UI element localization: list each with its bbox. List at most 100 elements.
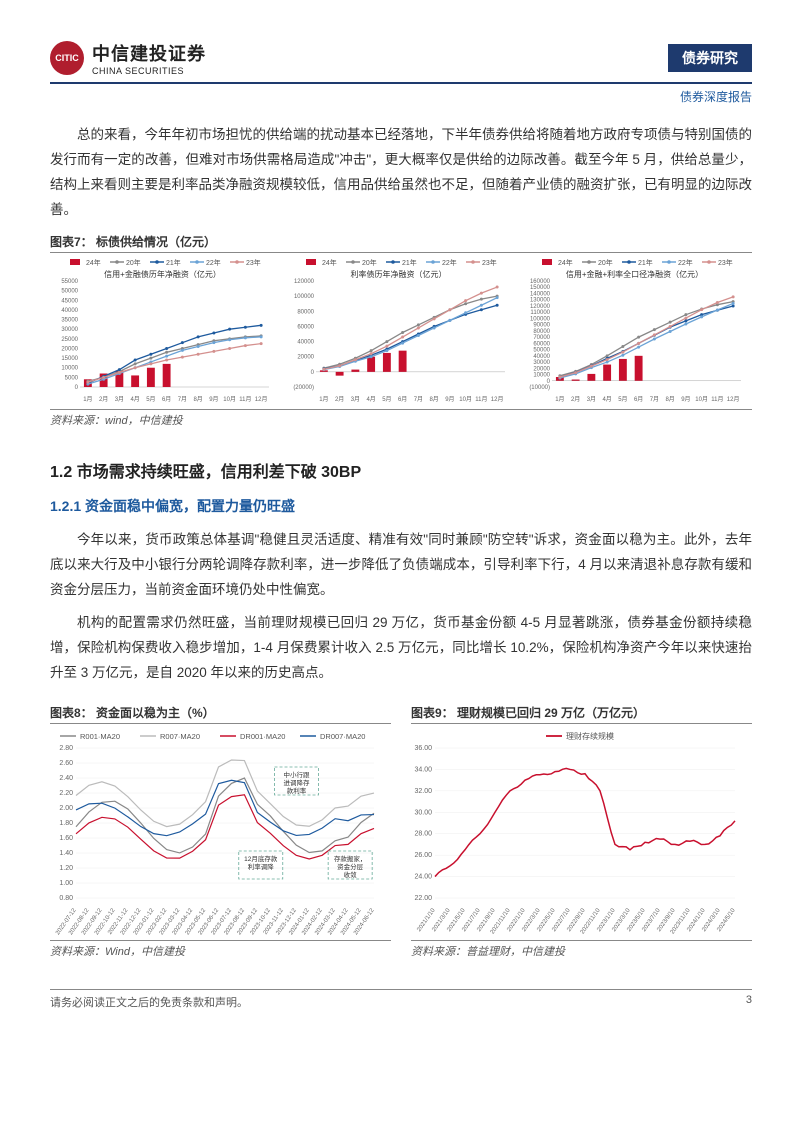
svg-text:32.00: 32.00 (414, 788, 432, 795)
svg-text:30000: 30000 (61, 327, 78, 333)
svg-text:24年: 24年 (558, 258, 573, 267)
svg-text:11月: 11月 (239, 396, 251, 403)
chart8: R001·MA20R007·MA20DR001·MA20DR007·MA200.… (50, 728, 391, 938)
svg-text:3月: 3月 (115, 396, 124, 403)
svg-text:1.80: 1.80 (59, 820, 73, 827)
svg-text:5月: 5月 (618, 396, 627, 403)
svg-text:30000: 30000 (533, 360, 550, 366)
svg-text:4月: 4月 (130, 396, 139, 403)
svg-text:DR001·MA20: DR001·MA20 (240, 732, 285, 741)
svg-text:8月: 8月 (665, 396, 674, 403)
svg-text:9月: 9月 (445, 396, 454, 403)
svg-text:10月: 10月 (459, 396, 472, 403)
svg-text:信用+金融债历年净融资（亿元）: 信用+金融债历年净融资（亿元） (104, 269, 221, 279)
svg-text:100000: 100000 (530, 316, 551, 322)
svg-text:5月: 5月 (146, 396, 155, 403)
svg-text:利率债历年净融资（亿元）: 利率债历年净融资（亿元） (351, 269, 447, 279)
svg-text:40000: 40000 (61, 308, 78, 314)
svg-text:1月: 1月 (319, 396, 328, 403)
svg-text:1.40: 1.40 (59, 850, 73, 857)
svg-text:理财存续规模: 理财存续规模 (566, 731, 614, 741)
svg-text:11月: 11月 (711, 396, 723, 403)
svg-text:款利率: 款利率 (287, 786, 307, 795)
logo-block: CITIC 中信建投证券 CHINA SECURITIES (50, 40, 206, 76)
svg-text:20000: 20000 (533, 366, 550, 372)
svg-text:0: 0 (311, 370, 315, 376)
svg-text:4月: 4月 (366, 396, 375, 403)
svg-text:35000: 35000 (61, 317, 78, 323)
svg-text:0: 0 (547, 379, 551, 385)
svg-text:1.00: 1.00 (59, 880, 73, 887)
chart7-panel1: 24年20年21年22年23年信用+金融债历年净融资（亿元）0500010000… (50, 257, 280, 407)
svg-text:信用+金融+利率全口径净融资（亿元）: 信用+金融+利率全口径净融资（亿元） (566, 269, 703, 279)
chart7-panel3: 24年20年21年22年23年信用+金融+利率全口径净融资（亿元）(10000)… (522, 257, 752, 407)
chart9: 理财存续规模22.0024.0026.0028.0030.0032.0034.0… (411, 728, 752, 938)
svg-text:R007·MA20: R007·MA20 (160, 732, 200, 741)
svg-text:120000: 120000 (294, 279, 315, 285)
svg-text:50000: 50000 (533, 347, 550, 353)
svg-text:进调降存: 进调降存 (284, 778, 311, 787)
svg-text:50000: 50000 (61, 289, 78, 295)
svg-text:收敛: 收敛 (344, 870, 358, 879)
svg-text:中小行跟: 中小行跟 (284, 770, 311, 779)
svg-text:10000: 10000 (533, 372, 550, 378)
svg-text:3月: 3月 (587, 396, 596, 403)
logo-icon: CITIC (50, 41, 84, 75)
svg-text:9月: 9月 (681, 396, 690, 403)
svg-text:DR007·MA20: DR007·MA20 (320, 732, 365, 741)
page-header: CITIC 中信建投证券 CHINA SECURITIES 债券研究 (50, 40, 752, 84)
chart8-caption: 图表8： 资金面以稳为主（%） (50, 704, 391, 724)
svg-text:2.20: 2.20 (59, 790, 73, 797)
svg-text:11月: 11月 (475, 396, 487, 403)
svg-text:24年: 24年 (322, 258, 337, 267)
svg-text:20年: 20年 (126, 258, 141, 267)
svg-text:3月: 3月 (351, 396, 360, 403)
svg-text:23年: 23年 (718, 258, 733, 267)
svg-text:110000: 110000 (530, 310, 550, 316)
svg-text:140000: 140000 (530, 291, 551, 297)
svg-text:22.00: 22.00 (414, 895, 432, 902)
svg-text:80000: 80000 (297, 309, 314, 315)
svg-text:7月: 7月 (650, 396, 659, 403)
page-footer: 请务必阅读正文之后的免责条款和声明。 3 (50, 989, 752, 1010)
chart9-caption: 图表9： 理财规模已回归 29 万亿（万亿元） (411, 704, 752, 724)
svg-text:6月: 6月 (634, 396, 643, 403)
svg-text:存款搬家，: 存款搬家， (334, 854, 367, 863)
page-number: 3 (746, 994, 752, 1010)
svg-text:22年: 22年 (206, 258, 221, 267)
svg-text:12月: 12月 (255, 396, 268, 403)
svg-text:利率调降: 利率调降 (248, 862, 275, 871)
svg-text:2月: 2月 (571, 396, 580, 403)
svg-text:10月: 10月 (223, 396, 236, 403)
svg-text:45000: 45000 (61, 298, 78, 304)
svg-text:7月: 7月 (178, 396, 187, 403)
chart8-9-row: 图表8： 资金面以稳为主（%） R001·MA20R007·MA20DR001·… (50, 694, 752, 959)
section-1-2-1-heading: 1.2.1 资金面稳中偏宽，配置力量仍旺盛 (50, 496, 752, 516)
chart7-panels: 24年20年21年22年23年信用+金融债历年净融资（亿元）0500010000… (50, 257, 752, 407)
svg-text:10000: 10000 (61, 366, 78, 372)
svg-text:2.60: 2.60 (59, 760, 73, 767)
svg-text:资金分层: 资金分层 (337, 862, 364, 871)
chart7-caption: 图表7： 标债供给情况（亿元） (50, 233, 752, 253)
logo-cn: 中信建投证券 (92, 40, 206, 66)
svg-text:22年: 22年 (678, 258, 693, 267)
svg-text:9月: 9月 (209, 396, 218, 403)
svg-text:22年: 22年 (442, 258, 457, 267)
svg-text:20000: 20000 (297, 355, 314, 361)
svg-text:0.80: 0.80 (59, 895, 73, 902)
svg-text:21年: 21年 (402, 258, 417, 267)
svg-text:23年: 23年 (482, 258, 497, 267)
svg-text:130000: 130000 (530, 298, 551, 304)
paragraph-2: 今年以来，货币政策总体基调"稳健且灵活适度、精准有效"同时兼顾"防空转"诉求，资… (50, 528, 752, 603)
svg-text:40000: 40000 (297, 339, 314, 345)
svg-text:1.60: 1.60 (59, 835, 73, 842)
paragraph-1: 总的来看，今年年初市场担忧的供给端的扰动基本已经落地，下半年债券供给将随着地方政… (50, 123, 752, 223)
svg-text:120000: 120000 (530, 304, 551, 310)
chart7-panel2: 24年20年21年22年23年利率债历年净融资（亿元）(20000)020000… (286, 257, 516, 407)
svg-text:(10000): (10000) (529, 385, 550, 391)
footer-disclaimer: 请务必阅读正文之后的免责条款和声明。 (50, 994, 248, 1010)
svg-text:10月: 10月 (695, 396, 708, 403)
svg-text:24.00: 24.00 (414, 873, 432, 880)
svg-text:100000: 100000 (294, 294, 315, 300)
svg-text:2.00: 2.00 (59, 805, 73, 812)
